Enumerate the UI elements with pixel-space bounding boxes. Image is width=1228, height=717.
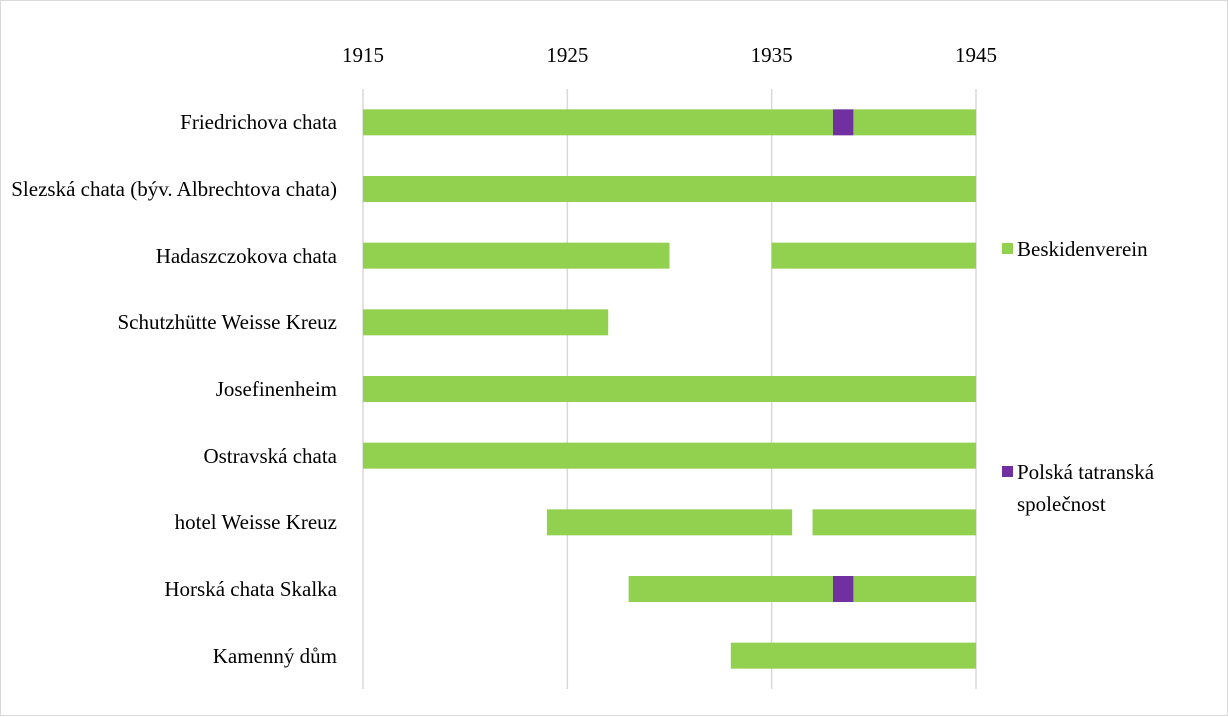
- legend-swatch: [1002, 466, 1013, 477]
- bar: [363, 442, 976, 469]
- bar: [363, 109, 833, 136]
- bar: [546, 509, 793, 536]
- y-tick-label: Kamenný dům: [212, 643, 337, 668]
- y-tick-label: Hadaszczokova chata: [155, 243, 337, 268]
- y-tick-label: Horská chata Skalka: [164, 576, 337, 601]
- legend-swatch: [1002, 243, 1013, 254]
- bar: [363, 376, 976, 402]
- y-tick-label: hotel Weisse Kreuz: [174, 510, 337, 535]
- x-tick-label: 1925: [546, 43, 589, 67]
- legend-label: Beskidenverein: [1017, 237, 1148, 261]
- y-tick-label: Slezská chata (býv. Albrechtova chata): [11, 176, 337, 201]
- bar: [363, 309, 609, 336]
- y-tick-label: Schutzhütte Weisse Kreuz: [117, 310, 337, 335]
- bar: [363, 176, 976, 202]
- x-tick-label: 1935: [750, 43, 793, 67]
- bar: [812, 509, 976, 536]
- x-tick-label: 1915: [342, 43, 384, 67]
- y-tick-label: Josefinenheim: [215, 376, 337, 401]
- legend-item: Beskidenverein: [1002, 233, 1212, 265]
- bar: [730, 642, 976, 669]
- bar: [832, 109, 854, 136]
- bar: [853, 109, 976, 136]
- x-tick-label: 1945: [955, 43, 997, 67]
- bar: [771, 242, 976, 269]
- bar: [853, 576, 976, 602]
- bar: [628, 576, 833, 602]
- legend-item: Polská tatranská společnost: [1002, 456, 1212, 520]
- legend-label: Polská tatranská společnost: [1017, 460, 1155, 516]
- bar: [363, 242, 670, 269]
- bar: [832, 576, 854, 602]
- y-tick-label: Ostravská chata: [203, 443, 337, 468]
- y-tick-label: Friedrichova chata: [180, 110, 337, 135]
